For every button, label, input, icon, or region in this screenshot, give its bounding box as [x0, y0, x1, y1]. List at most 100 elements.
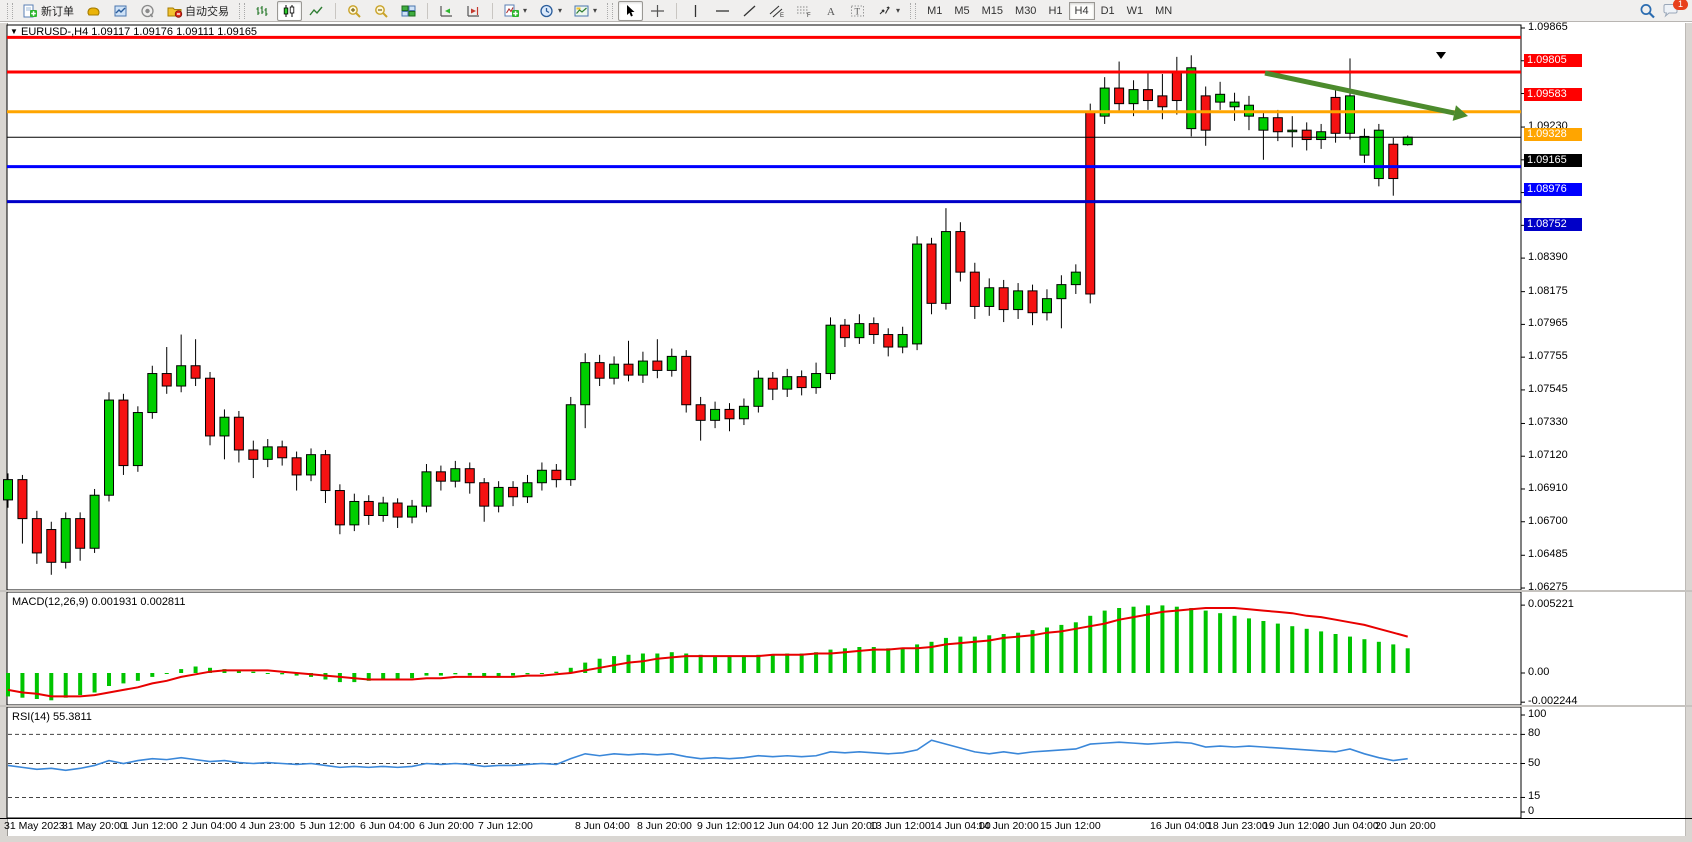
toolbar-grip[interactable]: [910, 2, 917, 19]
timeframe-m15[interactable]: M15: [981, 4, 1004, 17]
macd-histogram-bar: [842, 648, 847, 673]
symbol-period-label: EURUSD-,H4: [20, 26, 89, 38]
macd-histogram-bar: [482, 673, 487, 677]
macd-histogram-bar: [511, 673, 516, 676]
arrows-button[interactable]: ▾: [872, 1, 905, 21]
candle-body: [248, 449, 259, 460]
candle-body: [349, 500, 360, 526]
vertical-line-button[interactable]: [683, 1, 708, 21]
timeframe-w1[interactable]: W1: [1126, 4, 1144, 17]
bar-chart-button[interactable]: [250, 1, 275, 21]
cursor-button[interactable]: [618, 0, 644, 21]
candle-body: [1316, 131, 1327, 141]
chat-icon[interactable]: 1: [1662, 0, 1688, 19]
fibonacci-button[interactable]: F: [791, 1, 816, 21]
macd-histogram-bar: [1290, 626, 1295, 673]
macd-axis-label: -0.002244: [1528, 695, 1578, 708]
candle-body: [1157, 95, 1168, 108]
toolbar-grip[interactable]: [607, 2, 614, 19]
chart-title-collapse-icon[interactable]: ▼: [10, 27, 18, 36]
level-price-badge: 1.09805: [1524, 53, 1582, 67]
chart-shift-marker[interactable]: [1436, 52, 1446, 59]
macd-histogram-bar: [294, 673, 299, 676]
search-icon[interactable]: [1639, 3, 1656, 19]
line-chart-button[interactable]: [304, 1, 329, 21]
text-label-button[interactable]: T: [845, 1, 870, 21]
auto-scroll-button[interactable]: [434, 1, 459, 21]
zoom-out-icon: [374, 4, 389, 18]
periods-caret-icon: ▾: [558, 6, 563, 15]
pane-splitter[interactable]: [0, 590, 1692, 592]
timeframe-m30[interactable]: M30: [1015, 4, 1037, 17]
new-order-button[interactable]: 新订单: [18, 1, 79, 21]
candlestick-chart-icon: [282, 4, 297, 17]
periods-button[interactable]: ▾: [534, 1, 567, 21]
candle-body: [291, 457, 302, 476]
candle-body: [1041, 298, 1052, 314]
candlestick-chart-button[interactable]: [277, 0, 302, 21]
indicators-button[interactable]: ▾: [499, 1, 532, 21]
macd-histogram-bar: [583, 662, 588, 673]
pane-splitter[interactable]: [0, 705, 1692, 707]
candle-body: [363, 500, 374, 516]
toolbar-grip[interactable]: [239, 2, 245, 19]
crosshair-button[interactable]: [645, 1, 670, 21]
timeframe-m1[interactable]: M1: [927, 4, 943, 17]
vertical-line-icon: [688, 4, 703, 17]
macd-histogram-bar: [410, 673, 415, 679]
autotrading-button[interactable]: 自动交易: [162, 1, 234, 21]
price-axis-label: 1.06485: [1528, 548, 1568, 561]
macd-histogram-bar: [886, 648, 891, 673]
candle-body: [839, 324, 850, 339]
candle-body: [522, 482, 533, 498]
trend-arrow[interactable]: [1264, 70, 1455, 116]
macd-histogram-bar: [1275, 623, 1280, 673]
chart-title: ▼ EURUSD-,H4 1.09117 1.09176 1.09111 1.0…: [10, 26, 257, 38]
horizontal-line-button[interactable]: [710, 1, 735, 21]
timeframe-h1[interactable]: H1: [1048, 4, 1063, 17]
chart-window[interactable]: ▼ EURUSD-,H4 1.09117 1.09176 1.09111 1.0…: [0, 21, 1692, 842]
trend-arrow-head[interactable]: [1452, 105, 1468, 121]
macd-histogram-bar: [1405, 648, 1410, 673]
history-button[interactable]: [81, 1, 106, 21]
macd-histogram-bar: [395, 673, 400, 680]
timeframe-mn[interactable]: MN: [1155, 4, 1173, 17]
timeframe-h4[interactable]: H4: [1068, 1, 1095, 20]
zoom-out-button[interactable]: [369, 1, 394, 21]
chart-shift-button[interactable]: [461, 1, 486, 21]
chart-canvas[interactable]: [0, 23, 1692, 842]
toolbar-grip[interactable]: [7, 2, 13, 19]
macd-histogram-bar: [34, 673, 39, 699]
macd-histogram-bar: [236, 670, 241, 673]
macd-histogram-bar: [698, 654, 703, 673]
candle-body: [1056, 284, 1067, 300]
profiles-button[interactable]: [108, 1, 133, 21]
equidistant-channel-button[interactable]: E: [764, 1, 789, 21]
signals-button[interactable]: [135, 1, 160, 21]
candle-body: [190, 365, 201, 379]
arrows-caret-icon: ▾: [896, 6, 901, 15]
level-price-badge: 1.09583: [1524, 88, 1582, 102]
zoom-in-button[interactable]: [342, 1, 367, 21]
candle-body: [536, 469, 547, 484]
toolbar-separator: [676, 2, 678, 19]
candle-body: [464, 468, 475, 484]
timeframe-d1[interactable]: D1: [1100, 4, 1115, 17]
chart-shift-icon: [466, 4, 481, 17]
macd-histogram-bar: [366, 673, 371, 681]
horizontal-scrollbar[interactable]: [0, 836, 1692, 842]
templates-icon: [574, 4, 589, 17]
tile-windows-button[interactable]: [396, 1, 421, 21]
macd-histogram-bar: [1319, 631, 1324, 673]
signals-icon: [140, 4, 155, 18]
candle-body: [1215, 93, 1226, 103]
trendline-button[interactable]: [737, 1, 762, 21]
candle-body: [1128, 89, 1139, 105]
main-pane[interactable]: [6, 24, 1522, 591]
toolbar-separator: [335, 2, 336, 19]
candle-body: [1388, 143, 1399, 180]
candle-body: [392, 502, 403, 518]
text-button[interactable]: A: [818, 1, 843, 21]
timeframe-m5[interactable]: M5: [954, 4, 970, 17]
templates-button[interactable]: ▾: [569, 1, 602, 21]
